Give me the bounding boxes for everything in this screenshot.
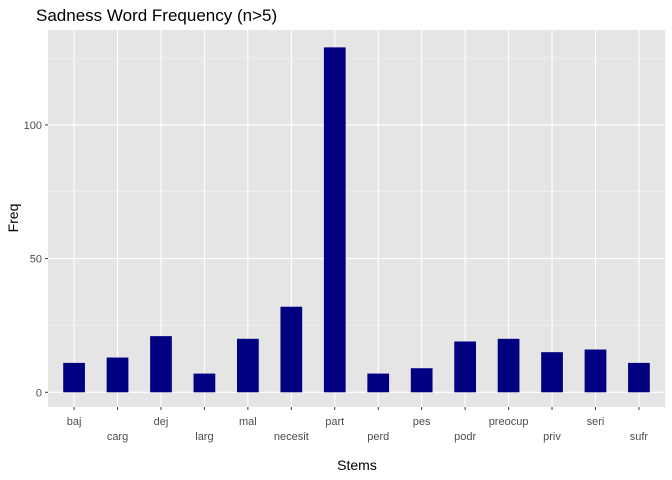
minor-gridlines	[48, 57, 665, 326]
x-tick-label-larg: larg	[195, 431, 213, 443]
x-tick-label-podr: podr	[454, 431, 476, 443]
x-tick-label-preocup: preocup	[489, 416, 529, 428]
y-tick-label: 50	[30, 254, 42, 266]
bar-larg	[193, 373, 216, 393]
bar-perd	[367, 373, 390, 393]
bar-seri	[584, 349, 607, 393]
bar-mal	[237, 338, 259, 393]
y-axis: 0 50 100	[24, 120, 48, 399]
x-tick-label-priv: priv	[543, 431, 561, 443]
plot-panel	[48, 30, 665, 407]
x-tick-label-carg: carg	[107, 431, 128, 443]
bar-carg	[106, 357, 129, 393]
bar-preocup	[497, 338, 520, 393]
bar-priv	[541, 352, 563, 393]
x-tick-label-sufr: sufr	[630, 431, 649, 443]
y-axis-title: Freq	[5, 204, 21, 233]
bar-podr	[454, 341, 476, 393]
x-tick-label-seri: seri	[587, 416, 605, 428]
bar-necesit	[280, 306, 303, 393]
bars	[63, 47, 650, 393]
bar-dej	[150, 336, 172, 393]
x-tick-label-dej: dej	[154, 416, 169, 428]
bar-baj	[63, 362, 85, 393]
x-tick-label-necesit: necesit	[274, 431, 309, 443]
x-tick-label-pes: pes	[413, 416, 431, 428]
bar-part	[323, 47, 346, 393]
x-tick-label-mal: mal	[239, 416, 257, 428]
chart-title: Sadness Word Frequency (n>5)	[36, 6, 277, 25]
x-axis-title: Stems	[337, 457, 377, 473]
y-tick-label: 0	[36, 387, 42, 399]
x-tick-label-baj: baj	[67, 416, 82, 428]
x-tick-label-perd: perd	[367, 431, 389, 443]
y-tick-label: 100	[24, 120, 42, 132]
bar-pes	[410, 368, 433, 393]
x-axis: baj carg dej larg mal necesit part perd pes podr p…	[67, 407, 649, 443]
x-tick-label-part: part	[325, 416, 344, 428]
bar-sufr	[628, 362, 650, 393]
